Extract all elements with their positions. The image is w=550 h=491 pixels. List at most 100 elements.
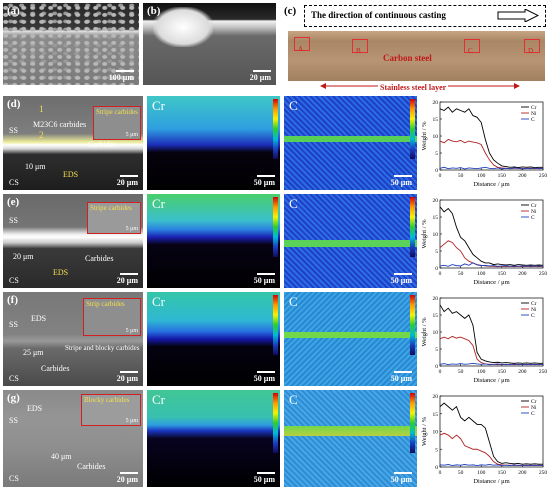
m23c6-label: M23C6 carbides bbox=[33, 120, 87, 129]
series-line-c bbox=[439, 262, 544, 267]
y-tick-label: 15 bbox=[433, 215, 439, 221]
point-2: 2 bbox=[39, 130, 44, 140]
y-axis-label: Weight / % bbox=[421, 416, 428, 446]
plot-frame bbox=[439, 297, 544, 367]
y-tick-label: 5 bbox=[435, 151, 438, 157]
ss-label: SS bbox=[9, 126, 18, 135]
sem-panel-e: (e) SS Stripe carbides 5 μm 20 μm EDS Ca… bbox=[3, 194, 143, 288]
y-tick-label: 0 bbox=[435, 168, 438, 174]
x-axis-label: Distance / μm bbox=[473, 478, 509, 485]
y-axis-label: Weight / % bbox=[421, 121, 428, 151]
x-tick-label: 250 bbox=[539, 271, 547, 277]
line-chart-g: 0 50 100 150 200 250 0 5 10 15 20 Distance / μm Weig… bbox=[421, 394, 547, 485]
casting-direction-text: The direction of continuous casting bbox=[311, 10, 446, 20]
c-map-d: C 50 μm bbox=[284, 96, 417, 190]
y-tick-label: 15 bbox=[433, 412, 439, 418]
cr-map-e: Cr 50 μm bbox=[147, 194, 280, 288]
x-tick-label: 250 bbox=[539, 173, 547, 179]
sem-panel-g: (g) SS EDS Blocky carbides 5 μm 40 μm Ca… bbox=[3, 390, 143, 487]
x-tick-label: 200 bbox=[518, 271, 527, 277]
carbon-steel-label: Carbon steel bbox=[383, 53, 432, 63]
c-map-e: C 50 μm bbox=[284, 194, 417, 288]
legend-label-ni: Ni bbox=[531, 405, 537, 411]
panel-c: (c) The direction of continuous casting … bbox=[280, 3, 547, 93]
series-line-cr bbox=[439, 206, 544, 266]
steel-slab-image: A B C D Carbon steel bbox=[288, 31, 545, 81]
x-tick-label: 150 bbox=[498, 369, 507, 375]
y-tick-label: 10 bbox=[433, 134, 439, 140]
x-tick-label: 100 bbox=[477, 470, 486, 476]
series-line-cr bbox=[439, 106, 543, 169]
c-map-f: C 50 μm bbox=[284, 292, 417, 386]
inset-g: Blocky carbides 5 μm bbox=[81, 394, 141, 426]
row-d-label: (d) bbox=[7, 98, 21, 110]
carbides-label: Carbides bbox=[88, 140, 117, 149]
x-tick-label: 0 bbox=[439, 470, 442, 476]
cs-label: CS bbox=[9, 178, 19, 187]
x-tick-label: 100 bbox=[477, 271, 486, 277]
x-tick-label: 200 bbox=[518, 173, 527, 179]
x-tick-label: 100 bbox=[477, 369, 486, 375]
legend-label-c: C bbox=[531, 215, 535, 221]
panel-a-label: (a) bbox=[7, 5, 20, 17]
y-tick-label: 0 bbox=[435, 364, 438, 370]
x-tick-label: 50 bbox=[458, 271, 464, 277]
region-box-a: A bbox=[294, 37, 310, 53]
panel-c-label: (c) bbox=[284, 5, 297, 17]
y-tick-label: 0 bbox=[435, 266, 438, 272]
series-line-cr bbox=[439, 402, 543, 465]
casting-direction-box: The direction of continuous casting bbox=[304, 5, 546, 27]
line-chart-e: 0 50 100 150 200 250 0 5 10 15 20 Distance / μm Weig… bbox=[421, 198, 547, 286]
x-axis-label: Distance / μm bbox=[473, 279, 509, 286]
legend-label-cr: Cr bbox=[531, 105, 537, 111]
x-tick-label: 250 bbox=[539, 369, 547, 375]
y-tick-label: 20 bbox=[433, 296, 439, 302]
x-tick-label: 150 bbox=[498, 271, 507, 277]
y-tick-label: 10 bbox=[433, 232, 439, 238]
cr-map-g: Cr 50 μm bbox=[147, 390, 280, 487]
y-tick-label: 10 bbox=[433, 430, 439, 436]
panel-b-label: (b) bbox=[147, 5, 161, 17]
row-g-label: (g) bbox=[7, 392, 20, 404]
row-e-label: (e) bbox=[7, 196, 20, 208]
panel-b-scale: 20 μm bbox=[250, 70, 271, 82]
stainless-layer-label: Stainless steel layer bbox=[378, 83, 449, 92]
c-map-g: C 50 μm bbox=[284, 390, 417, 487]
sem-panel-d: (d) 1 2 SS M23C6 carbides Stripe carbide… bbox=[3, 96, 143, 190]
x-tick-label: 0 bbox=[439, 173, 442, 179]
y-axis-label: Weight / % bbox=[421, 219, 428, 249]
y-tick-label: 5 bbox=[435, 347, 438, 353]
cr-map-d: Cr 50 μm bbox=[147, 96, 280, 190]
x-tick-label: 200 bbox=[518, 470, 527, 476]
x-tick-label: 200 bbox=[518, 369, 527, 375]
line-chart-f: 0 50 100 150 200 250 0 5 10 15 20 Distance / μm Weig… bbox=[421, 296, 547, 384]
legend-label-c: C bbox=[531, 411, 535, 417]
x-tick-label: 50 bbox=[458, 369, 464, 375]
x-tick-label: 0 bbox=[439, 271, 442, 277]
x-axis-label: Distance / μm bbox=[473, 377, 509, 384]
y-tick-label: 5 bbox=[435, 249, 438, 255]
panel-b-bright-region bbox=[153, 7, 213, 47]
inset-e: Stripe carbides 5 μm bbox=[87, 202, 141, 234]
y-tick-label: 15 bbox=[433, 313, 439, 319]
x-tick-label: 150 bbox=[498, 470, 507, 476]
x-tick-label: 50 bbox=[458, 470, 464, 476]
y-tick-label: 5 bbox=[435, 447, 438, 453]
region-box-c: C bbox=[464, 39, 480, 55]
series-line-c bbox=[439, 166, 544, 170]
width-label: 10 μm bbox=[25, 162, 46, 171]
x-tick-label: 150 bbox=[498, 173, 507, 179]
y-axis-label: Weight / % bbox=[421, 317, 428, 347]
x-axis-label: Distance / μm bbox=[473, 181, 509, 188]
y-tick-label: 20 bbox=[433, 394, 439, 400]
inset-f: Strip carbides 5 μm bbox=[83, 298, 141, 336]
plot-frame bbox=[439, 101, 544, 171]
series-line-cr bbox=[439, 304, 543, 364]
line-chart-d: 0 50 100 150 200 250 0 5 10 15 20 Distance / μm Weig… bbox=[421, 100, 547, 188]
y-tick-label: 20 bbox=[433, 198, 439, 204]
inset-d: Stripe carbides 5 μm bbox=[93, 106, 141, 140]
plot-frame bbox=[439, 199, 544, 269]
panel-b: (b) 20 μm bbox=[143, 3, 276, 85]
legend-label-c: C bbox=[531, 117, 535, 123]
legend-label-ni: Ni bbox=[531, 111, 537, 117]
